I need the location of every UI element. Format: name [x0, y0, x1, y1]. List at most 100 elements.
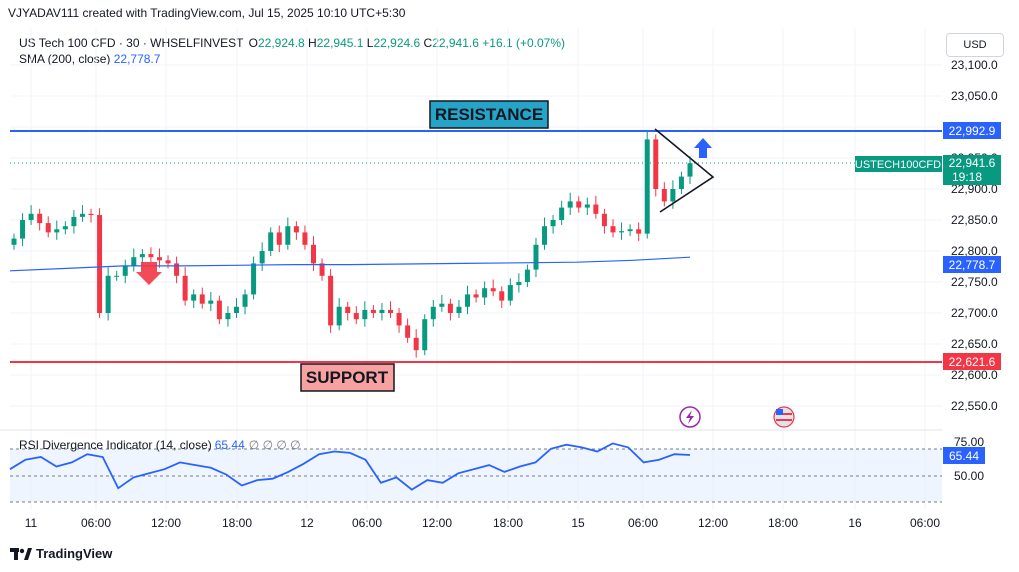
candle-body[interactable]	[610, 226, 616, 233]
candle-body[interactable]	[593, 204, 599, 214]
candle-body[interactable]	[242, 294, 248, 307]
candle-body[interactable]	[174, 263, 180, 276]
change-value: +16.1 (+0.07%)	[482, 36, 565, 50]
candle-body[interactable]	[208, 300, 214, 304]
y-tick-label: 22,700.0	[951, 306, 998, 320]
candle-body[interactable]	[601, 213, 607, 227]
candle-body[interactable]	[122, 266, 128, 276]
candle-body[interactable]	[353, 313, 359, 320]
candle-body[interactable]	[216, 300, 222, 320]
candle-body[interactable]	[439, 303, 445, 307]
candle-body[interactable]	[499, 291, 505, 301]
candle-body[interactable]	[413, 337, 419, 351]
candle-body[interactable]	[533, 244, 539, 270]
candle-body[interactable]	[336, 306, 342, 326]
candle-body[interactable]	[627, 229, 633, 232]
candle-body[interactable]	[550, 220, 556, 227]
candle-body[interactable]	[268, 232, 274, 251]
support-label-box[interactable]	[300, 363, 395, 392]
candle-body[interactable]	[422, 319, 428, 351]
candle-body[interactable]	[370, 309, 376, 313]
symbol-name[interactable]: US Tech 100 CFD · 30 · WHSELFINVEST	[19, 36, 244, 50]
x-axis[interactable]: 11 06:00 12:00 18:00 12 06:00 12:00 18:00 15 06:0…	[25, 516, 941, 530]
candle-body[interactable]	[11, 238, 17, 245]
candle-body[interactable]	[79, 213, 85, 217]
candle-body[interactable]	[388, 309, 394, 313]
candle-body[interactable]	[396, 313, 402, 326]
candle-body[interactable]	[345, 306, 351, 313]
candle-body[interactable]	[71, 216, 77, 227]
sma-label[interactable]: SMA (200, close)	[19, 52, 111, 66]
candle-body[interactable]	[233, 306, 239, 313]
candle-body[interactable]	[405, 325, 411, 338]
candle-body[interactable]	[465, 294, 471, 307]
candle-body[interactable]	[276, 232, 282, 245]
candle-body[interactable]	[62, 226, 68, 230]
tradingview-logo[interactable]: TradingView	[10, 546, 112, 561]
candle-body[interactable]	[310, 244, 316, 264]
candle-body[interactable]	[636, 229, 642, 234]
candle-body[interactable]	[54, 229, 60, 233]
candle-body[interactable]	[45, 223, 51, 233]
candle-body[interactable]	[114, 275, 120, 277]
candle-body[interactable]	[670, 189, 676, 202]
candle-body[interactable]	[156, 257, 162, 261]
y-tick-label: 22,900.0	[951, 182, 998, 196]
candle-body[interactable]	[678, 176, 684, 189]
candle-body[interactable]	[302, 232, 308, 245]
candle-body[interactable]	[516, 282, 522, 286]
candle-body[interactable]	[473, 294, 479, 298]
rsi-legend[interactable]: RSI Divergence Indicator (14, close) 65.4…	[19, 438, 301, 452]
x-tick-label: 12:00	[151, 516, 181, 530]
candle-body[interactable]	[524, 269, 530, 282]
candle-body[interactable]	[251, 263, 257, 295]
candle-body[interactable]	[644, 139, 650, 234]
candle-body[interactable]	[20, 220, 26, 239]
candle-body[interactable]	[362, 309, 368, 320]
candle-body[interactable]	[328, 275, 334, 326]
candle-body[interactable]	[165, 260, 171, 264]
candle-body[interactable]	[148, 254, 154, 258]
candle-body[interactable]	[293, 226, 299, 233]
candle-body[interactable]	[37, 213, 43, 224]
candle-body[interactable]	[97, 215, 103, 313]
candle-body[interactable]	[619, 231, 625, 233]
candle-body[interactable]	[225, 313, 231, 320]
candle-body[interactable]	[576, 201, 582, 208]
candle-body[interactable]	[661, 189, 667, 202]
candle-body[interactable]	[379, 309, 385, 313]
candle-body[interactable]	[490, 288, 496, 292]
lightning-bolt	[686, 410, 694, 424]
candle-body[interactable]	[285, 226, 291, 245]
candle-body[interactable]	[456, 306, 462, 313]
candle-body[interactable]	[653, 139, 659, 189]
candle-body[interactable]	[687, 163, 693, 177]
candle-body[interactable]	[559, 207, 565, 220]
high-value: 22,945.1	[316, 36, 364, 50]
candle-body[interactable]	[191, 294, 197, 301]
candle-body[interactable]	[584, 204, 590, 208]
up-arrow-icon[interactable]	[694, 138, 712, 158]
y-tick-label: 22,650.0	[951, 337, 998, 351]
candle-body[interactable]	[105, 275, 111, 313]
candle-body[interactable]	[88, 213, 94, 216]
triangle-pattern[interactable]	[654, 128, 715, 213]
candle-body[interactable]	[28, 213, 34, 220]
candle-body[interactable]	[430, 306, 436, 320]
candle-body[interactable]	[482, 288, 488, 298]
candle-body[interactable]	[199, 294, 205, 304]
candle-body[interactable]	[567, 201, 573, 208]
candle-body[interactable]	[542, 226, 548, 245]
candle-body[interactable]	[182, 275, 188, 301]
candle-body[interactable]	[447, 303, 453, 313]
resistance-label-box[interactable]	[429, 100, 549, 129]
x-tick-label: 12:00	[422, 516, 452, 530]
candle-body[interactable]	[131, 257, 137, 267]
currency-button[interactable]: USD	[946, 33, 1004, 57]
candle-body[interactable]	[259, 251, 265, 264]
candle-body[interactable]	[319, 263, 325, 276]
candle-body[interactable]	[507, 285, 513, 301]
candle-body[interactable]	[139, 254, 145, 258]
down-arrow-icon[interactable]	[136, 262, 162, 285]
